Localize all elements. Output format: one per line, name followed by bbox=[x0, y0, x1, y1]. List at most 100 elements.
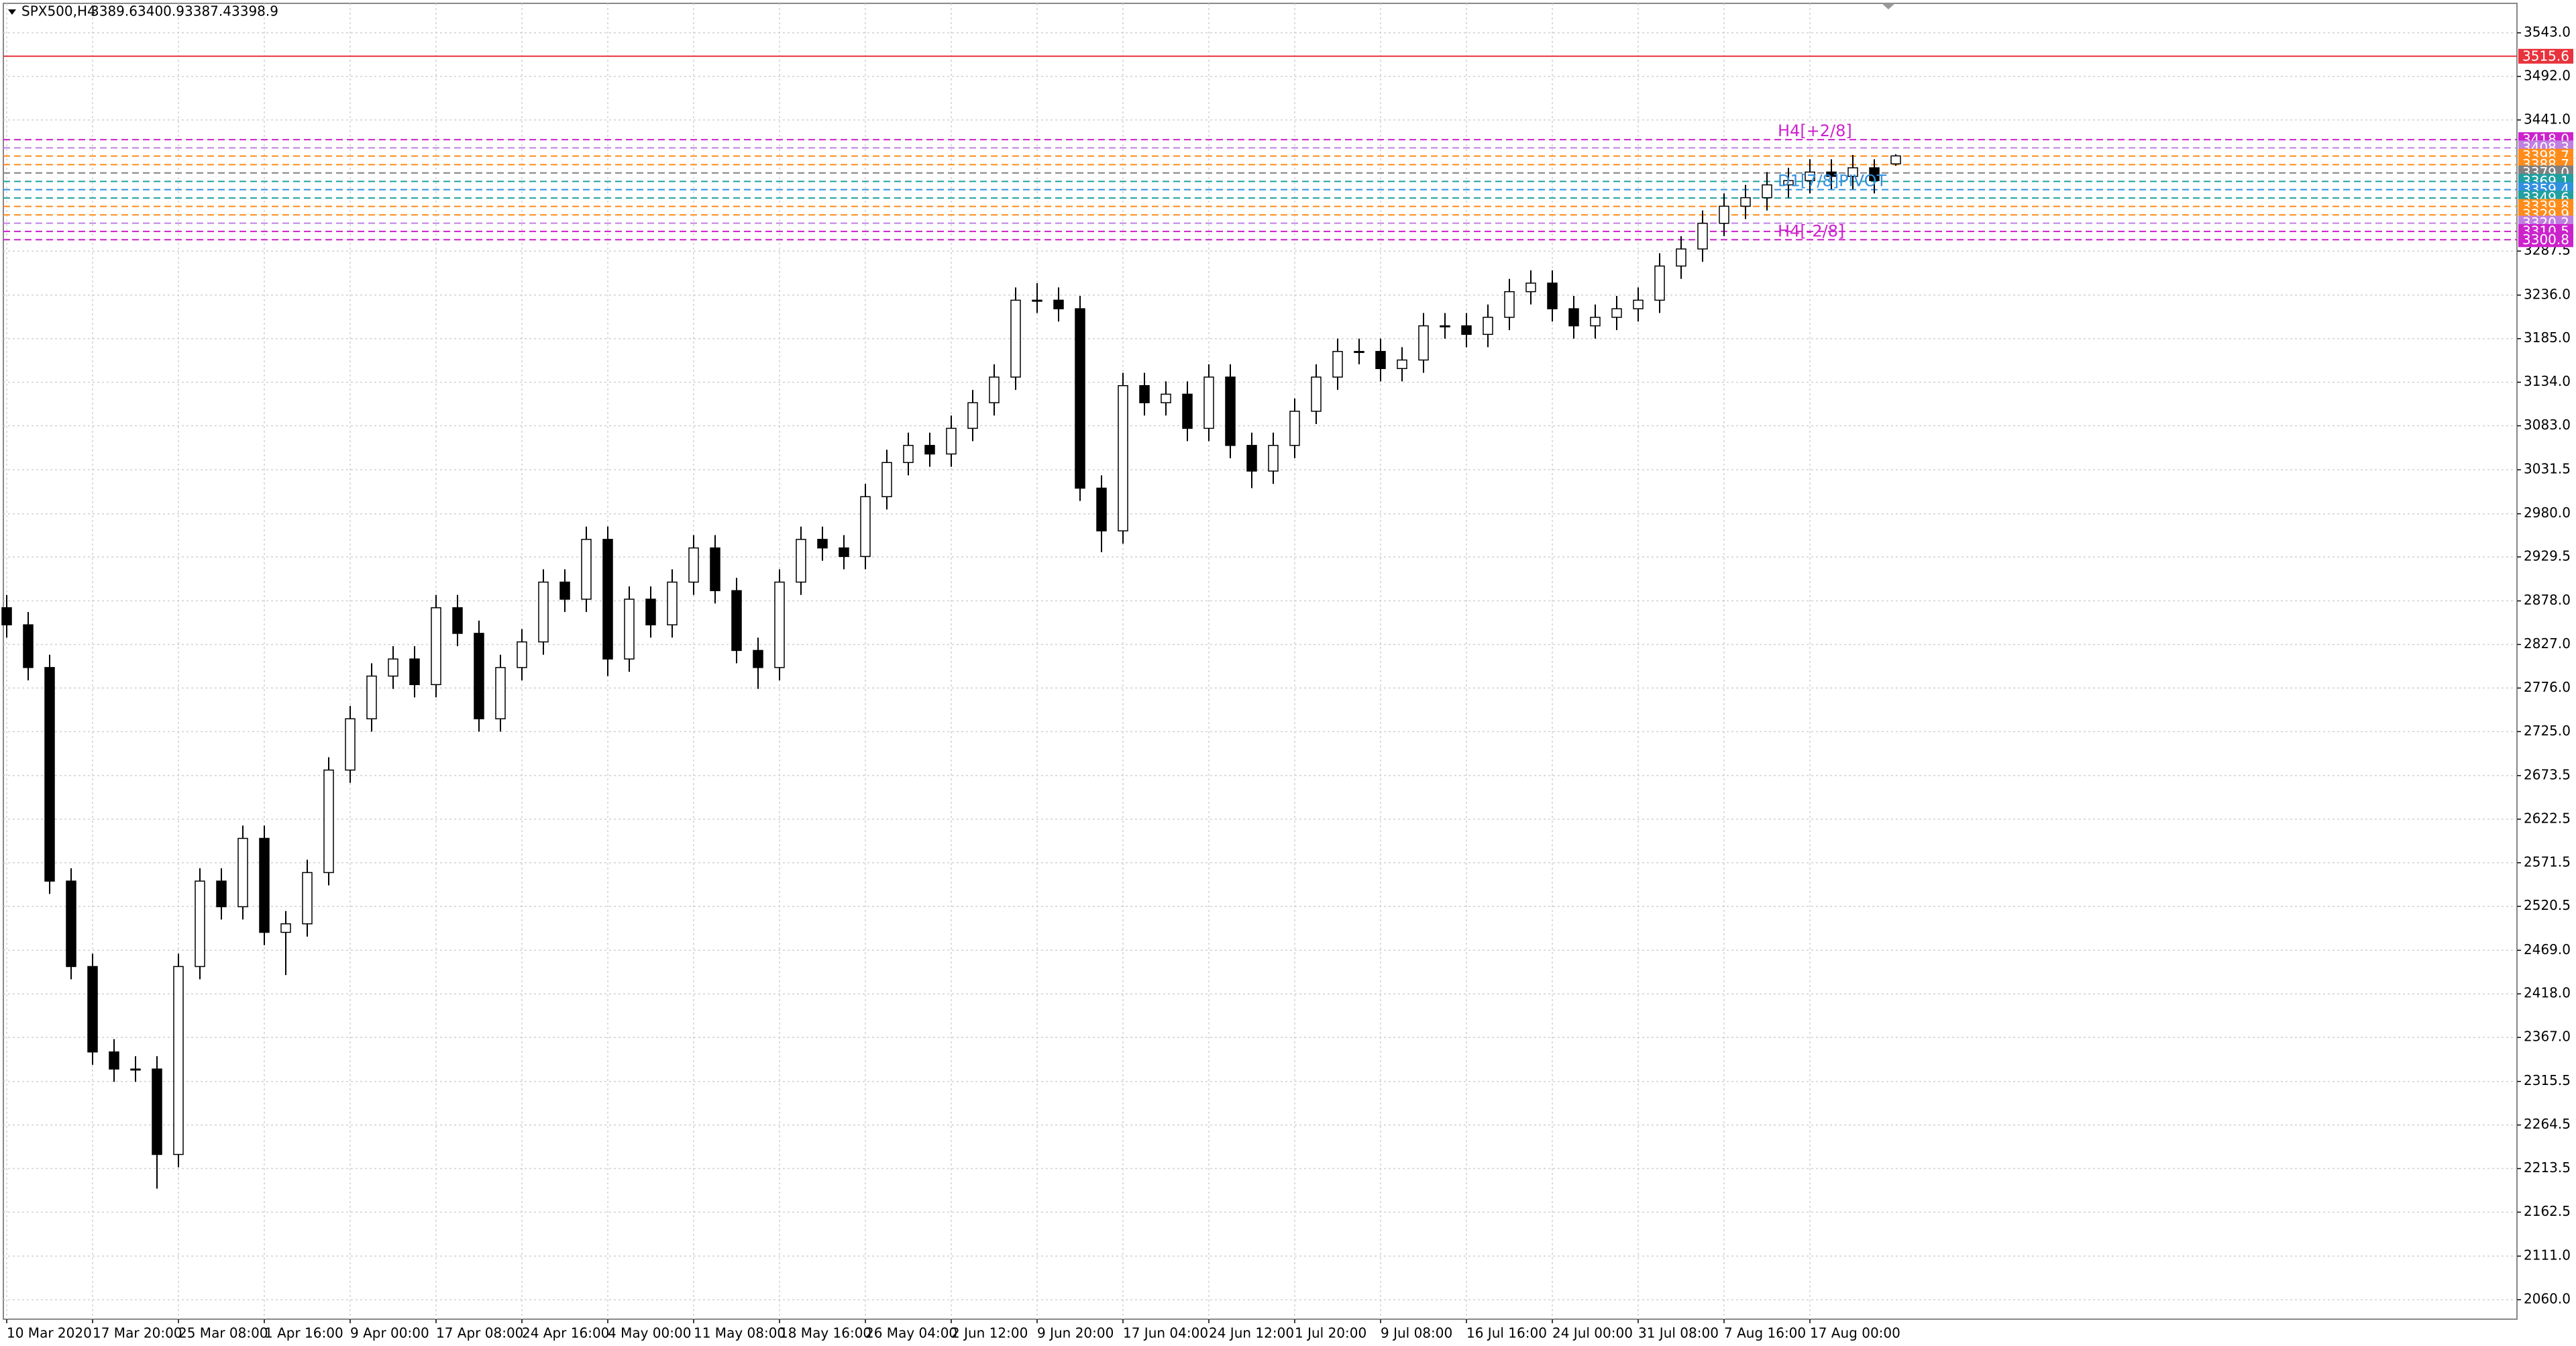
candle-body bbox=[753, 650, 763, 668]
level-label: 3515.6 bbox=[2522, 48, 2569, 64]
candle-body bbox=[216, 880, 227, 908]
menu-arrow[interactable] bbox=[8, 9, 16, 15]
candle-body bbox=[1568, 308, 1579, 327]
candle-body bbox=[1096, 487, 1107, 531]
candle-body bbox=[517, 641, 527, 668]
y-tick-label: 3543.0 bbox=[2524, 23, 2571, 40]
level-annotation: D1[7/8]PIVOT bbox=[1778, 172, 1887, 191]
candle-body bbox=[1010, 299, 1021, 378]
candle-body bbox=[946, 427, 957, 455]
candle-body bbox=[1418, 325, 1429, 361]
candle-body bbox=[109, 1051, 119, 1070]
candle-body bbox=[323, 769, 334, 874]
candles bbox=[1, 154, 1901, 1189]
candle-body bbox=[1611, 308, 1622, 318]
x-tick-label: 24 Apr 16:00 bbox=[522, 1325, 609, 1341]
y-tick-label: 2162.5 bbox=[2524, 1203, 2571, 1219]
x-tick-label: 17 Mar 20:00 bbox=[93, 1325, 182, 1341]
y-tick-label: 2418.0 bbox=[2524, 985, 2571, 1001]
x-tick-label: 1 Jul 20:00 bbox=[1295, 1325, 1366, 1341]
x-tick-label: 11 May 08:00 bbox=[694, 1325, 786, 1341]
x-tick-label: 24 Jul 00:00 bbox=[1552, 1325, 1633, 1341]
candle-body bbox=[495, 667, 506, 719]
y-tick-label: 2469.0 bbox=[2524, 941, 2571, 957]
candle-body bbox=[731, 590, 742, 652]
candle-body bbox=[645, 599, 656, 625]
candle-body bbox=[1, 607, 12, 625]
plot-frame bbox=[3, 3, 2518, 1320]
candle-body bbox=[1225, 376, 1236, 446]
y-tick-label: 2060.0 bbox=[2524, 1290, 2571, 1306]
candle-body bbox=[924, 445, 935, 455]
candle-body bbox=[87, 966, 98, 1053]
y-tick-label: 2571.5 bbox=[2524, 853, 2571, 870]
candle-body bbox=[1483, 317, 1493, 335]
candle-body bbox=[1053, 299, 1064, 309]
y-tick-label: 2264.5 bbox=[2524, 1116, 2571, 1132]
level-label-box bbox=[2518, 232, 2573, 248]
candle-body bbox=[152, 1068, 162, 1155]
y-tick-label: 2725.0 bbox=[2524, 723, 2571, 739]
candle-body bbox=[538, 581, 549, 643]
candle-body bbox=[280, 923, 291, 933]
candle-body bbox=[452, 607, 463, 634]
y-tick-label: 2776.0 bbox=[2524, 679, 2571, 695]
candle-body bbox=[431, 607, 441, 686]
candle-body bbox=[1118, 384, 1128, 531]
candle-body bbox=[860, 496, 871, 558]
x-tick-label: 9 Apr 00:00 bbox=[350, 1325, 429, 1341]
x-tick-label: 1 Apr 16:00 bbox=[264, 1325, 343, 1341]
candle-body bbox=[1805, 171, 1815, 181]
y-tick-label: 2673.5 bbox=[2524, 766, 2571, 782]
candle-body bbox=[903, 445, 914, 464]
candle-body bbox=[1697, 223, 1708, 250]
candle-body bbox=[602, 539, 613, 660]
candle-body bbox=[1783, 180, 1794, 186]
candle-body bbox=[1762, 184, 1772, 199]
candle-body bbox=[1139, 384, 1150, 403]
x-tick-label: 25 Mar 08:00 bbox=[178, 1325, 268, 1341]
x-tick-label: 24 Jun 12:00 bbox=[1209, 1325, 1294, 1341]
candle-body bbox=[237, 837, 248, 908]
candle-body bbox=[1332, 351, 1343, 378]
candle-body bbox=[1547, 282, 1558, 309]
level-annotation: H4[+2/8] bbox=[1778, 121, 1852, 140]
candle-body bbox=[1440, 325, 1450, 327]
y-tick-label: 3492.0 bbox=[2524, 67, 2571, 83]
candle-body bbox=[881, 462, 892, 497]
candle-body bbox=[1397, 359, 1407, 370]
candle-body bbox=[1075, 308, 1085, 489]
candle-body bbox=[388, 658, 398, 677]
x-tick-label: 17 Apr 08:00 bbox=[436, 1325, 523, 1341]
symbol-title: SPX500,H4 bbox=[21, 3, 96, 19]
y-tick-label: 2878.0 bbox=[2524, 592, 2571, 608]
candle-body bbox=[1311, 376, 1322, 412]
candle-body bbox=[1289, 411, 1300, 446]
candle-body bbox=[667, 581, 678, 625]
labels: 3543.03492.03441.03287.53236.03185.03134… bbox=[7, 23, 2573, 1341]
candle-body bbox=[302, 872, 313, 925]
candle-body bbox=[345, 718, 356, 771]
x-tick-label: 10 Mar 2020 bbox=[7, 1325, 92, 1341]
candle-body bbox=[1847, 167, 1858, 177]
header-close: 3398.9 bbox=[231, 3, 278, 19]
y-tick-label: 2520.5 bbox=[2524, 897, 2571, 913]
candle-body bbox=[66, 880, 76, 968]
y-tick-label: 2980.0 bbox=[2524, 505, 2571, 521]
levels bbox=[3, 55, 2517, 241]
candle-body bbox=[1676, 248, 1686, 267]
candle-body bbox=[1461, 325, 1472, 335]
x-tick-label: 9 Jun 20:00 bbox=[1037, 1325, 1114, 1341]
candle-body bbox=[474, 633, 484, 719]
candle-body bbox=[409, 658, 420, 686]
shift-marker bbox=[1882, 3, 1895, 9]
candle-body bbox=[1826, 171, 1837, 177]
x-tick-label: 4 May 00:00 bbox=[608, 1325, 691, 1341]
y-tick-label: 3185.0 bbox=[2524, 329, 2571, 346]
candle-body bbox=[1354, 351, 1364, 354]
candle-body bbox=[581, 539, 592, 600]
y-tick-label: 3441.0 bbox=[2524, 111, 2571, 127]
level-label: 3300.8 bbox=[2522, 231, 2569, 248]
